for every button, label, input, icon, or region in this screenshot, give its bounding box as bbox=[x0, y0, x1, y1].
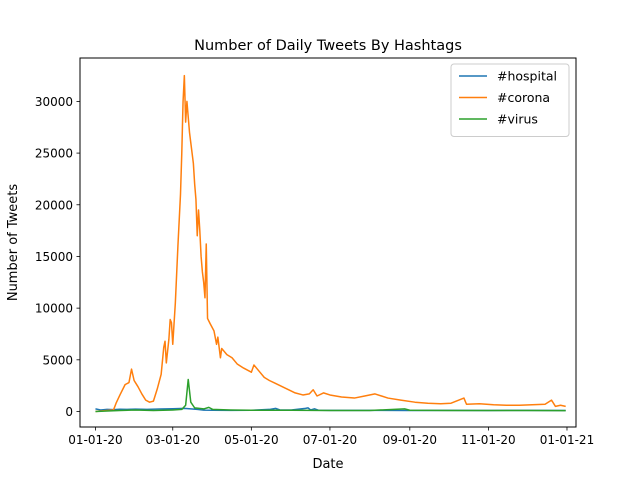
x-axis: 01-01-20 03-01-20 05-01-20 07-01-20 09-01-20… bbox=[68, 427, 594, 447]
x-tick-label: 01-01-21 bbox=[540, 433, 594, 447]
y-axis-label: Number of Tweets bbox=[6, 184, 21, 302]
legend-label: #hospital bbox=[497, 69, 557, 84]
legend: #hospital #corona #virus bbox=[450, 63, 570, 137]
legend-label: #corona bbox=[497, 90, 550, 105]
y-tick-label: 25000 bbox=[35, 147, 73, 161]
y-tick-label: 20000 bbox=[35, 198, 73, 212]
legend-label: #virus bbox=[497, 112, 538, 127]
y-tick-label: 30000 bbox=[35, 95, 73, 109]
y-tick-label: 0 bbox=[65, 405, 73, 419]
series-line-corona bbox=[95, 74, 566, 413]
x-tick-label: 05-01-20 bbox=[224, 433, 278, 447]
y-tick-label: 15000 bbox=[35, 250, 73, 264]
y-tick-label: 10000 bbox=[35, 302, 73, 316]
y-axis: 0 5000 10000 15000 20000 25000 30000 bbox=[35, 95, 80, 419]
y-tick-label: 5000 bbox=[42, 353, 73, 367]
series-line-virus bbox=[95, 378, 566, 413]
x-tick-label: 07-01-20 bbox=[303, 433, 357, 447]
x-tick-label: 01-01-20 bbox=[68, 433, 122, 447]
x-tick-label: 11-01-20 bbox=[461, 433, 515, 447]
x-tick-label: 09-01-20 bbox=[383, 433, 437, 447]
plot-area bbox=[95, 74, 566, 413]
axes-frame bbox=[79, 57, 577, 428]
x-axis-label: Date bbox=[312, 457, 343, 472]
chart-title: Number of Daily Tweets By Hashtags bbox=[194, 38, 462, 54]
x-tick-label: 03-01-20 bbox=[146, 433, 200, 447]
